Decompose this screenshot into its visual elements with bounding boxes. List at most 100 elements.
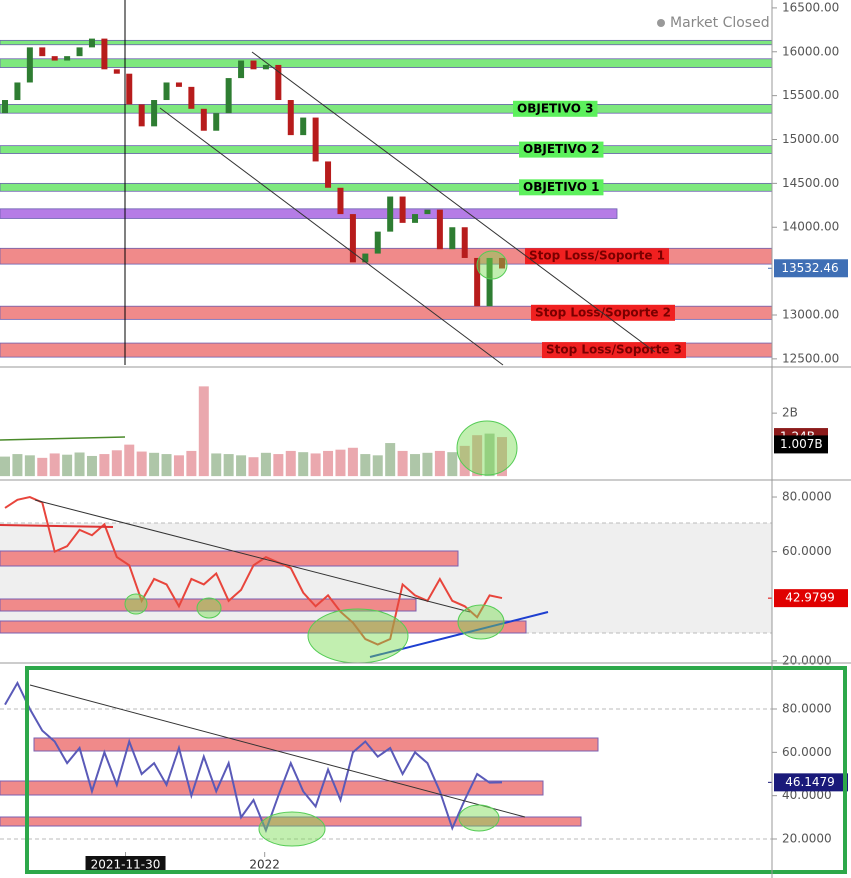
volume-bar: [49, 453, 60, 477]
candle: [200, 108, 207, 131]
volume-bar: [223, 454, 234, 477]
volume-bar: [37, 457, 48, 477]
candle: [213, 113, 220, 131]
zone-label: OBJETIVO 2: [523, 142, 599, 156]
candle: [39, 47, 46, 57]
stoch-zone: [0, 780, 544, 796]
volume-bar: [422, 452, 433, 477]
highlight: [124, 593, 148, 615]
volume-bar: [62, 454, 73, 477]
candle: [64, 56, 71, 61]
volume-bar: [459, 445, 470, 477]
candle: [151, 100, 158, 127]
candle: [238, 60, 245, 79]
volume-bar: [260, 452, 271, 477]
candle: [188, 86, 195, 109]
y-tick-label: 15000.00: [782, 132, 839, 146]
zone: [0, 58, 773, 68]
x-tick-label: 2022: [249, 858, 280, 872]
highlight: [476, 250, 508, 280]
candle: [262, 64, 269, 70]
candle: [126, 73, 133, 105]
candle: [175, 82, 182, 87]
volume-bar: [447, 452, 458, 477]
volume-bar: [335, 449, 346, 477]
volume-tag: [774, 435, 828, 454]
y-tick-label: 13000.00: [782, 307, 839, 321]
highlight: [258, 811, 326, 847]
y-tick-label: 14500.00: [782, 176, 839, 190]
volume-bar: [298, 452, 309, 477]
indicator-line: [4, 680, 503, 834]
volume-bar: [149, 452, 160, 477]
arrow: [0, 436, 126, 441]
highlight: [456, 420, 518, 476]
volume-bar: [136, 451, 147, 477]
candle: [138, 104, 145, 127]
price-tag-label: 13532.46: [781, 261, 838, 275]
candle: [88, 38, 95, 48]
market-status: Market Closed: [670, 15, 770, 31]
focus-box: [25, 666, 847, 874]
trendline: [29, 684, 526, 818]
volume-bar: [173, 455, 184, 477]
candle: [76, 47, 83, 57]
zone: [0, 182, 773, 192]
rsi-zone: [0, 550, 459, 567]
candle: [225, 78, 232, 114]
y-tick-label: 20.0000: [782, 653, 832, 667]
volume-bar: [497, 437, 507, 477]
x-tick-label: 2021-11-30: [91, 858, 161, 872]
trendline: [251, 51, 656, 353]
volume-bar: [0, 456, 10, 477]
candle: [412, 214, 419, 223]
candle: [250, 60, 257, 70]
volume-bar: [12, 454, 23, 477]
zone-label: OBJETIVO 1: [523, 180, 599, 194]
candle: [424, 209, 431, 215]
indicator-line: [4, 495, 503, 646]
candle: [101, 38, 108, 70]
volume-bar: [86, 455, 97, 477]
trendline: [34, 499, 471, 613]
y-tick-label: 80.0000: [782, 701, 832, 715]
volume-bar: [310, 453, 321, 477]
volume-bar: [236, 455, 247, 477]
volume-bar: [472, 435, 483, 477]
candle: [51, 56, 58, 61]
volume-bar: [372, 455, 383, 477]
zone: [0, 104, 773, 114]
volume-bar: [211, 453, 222, 477]
zone-label: OBJETIVO 3: [517, 101, 593, 115]
volume-bar: [111, 450, 122, 477]
price-tag: [774, 259, 848, 278]
price-tag: [774, 589, 848, 608]
zone-label: Stop Loss/Soporte 1: [529, 249, 665, 263]
trendline: [159, 107, 504, 366]
volume-bar: [198, 386, 209, 477]
zone-label-bg: [519, 179, 604, 196]
candle: [362, 253, 369, 263]
y-tick-label: 15500.00: [782, 88, 839, 102]
highlight: [457, 604, 505, 640]
volume-bar: [124, 444, 135, 477]
highlight: [458, 804, 500, 832]
volume-bar: [99, 454, 110, 477]
candle: [436, 209, 443, 250]
candle: [461, 227, 468, 258]
volume-bar: [285, 450, 296, 477]
volume-tag-label: 1.007B: [780, 437, 823, 451]
candle: [113, 69, 120, 74]
volume-bar: [24, 455, 35, 477]
volume-bar: [385, 443, 396, 477]
zone-label-bg: [542, 342, 686, 359]
candle: [337, 187, 344, 215]
y-tick-label: 60.0000: [782, 745, 832, 759]
rsi-zone: [0, 620, 527, 634]
volume-bar: [484, 433, 495, 477]
candle: [374, 231, 381, 254]
y-tick-label: 16500.00: [782, 0, 839, 14]
stoch-zone: [33, 737, 599, 752]
